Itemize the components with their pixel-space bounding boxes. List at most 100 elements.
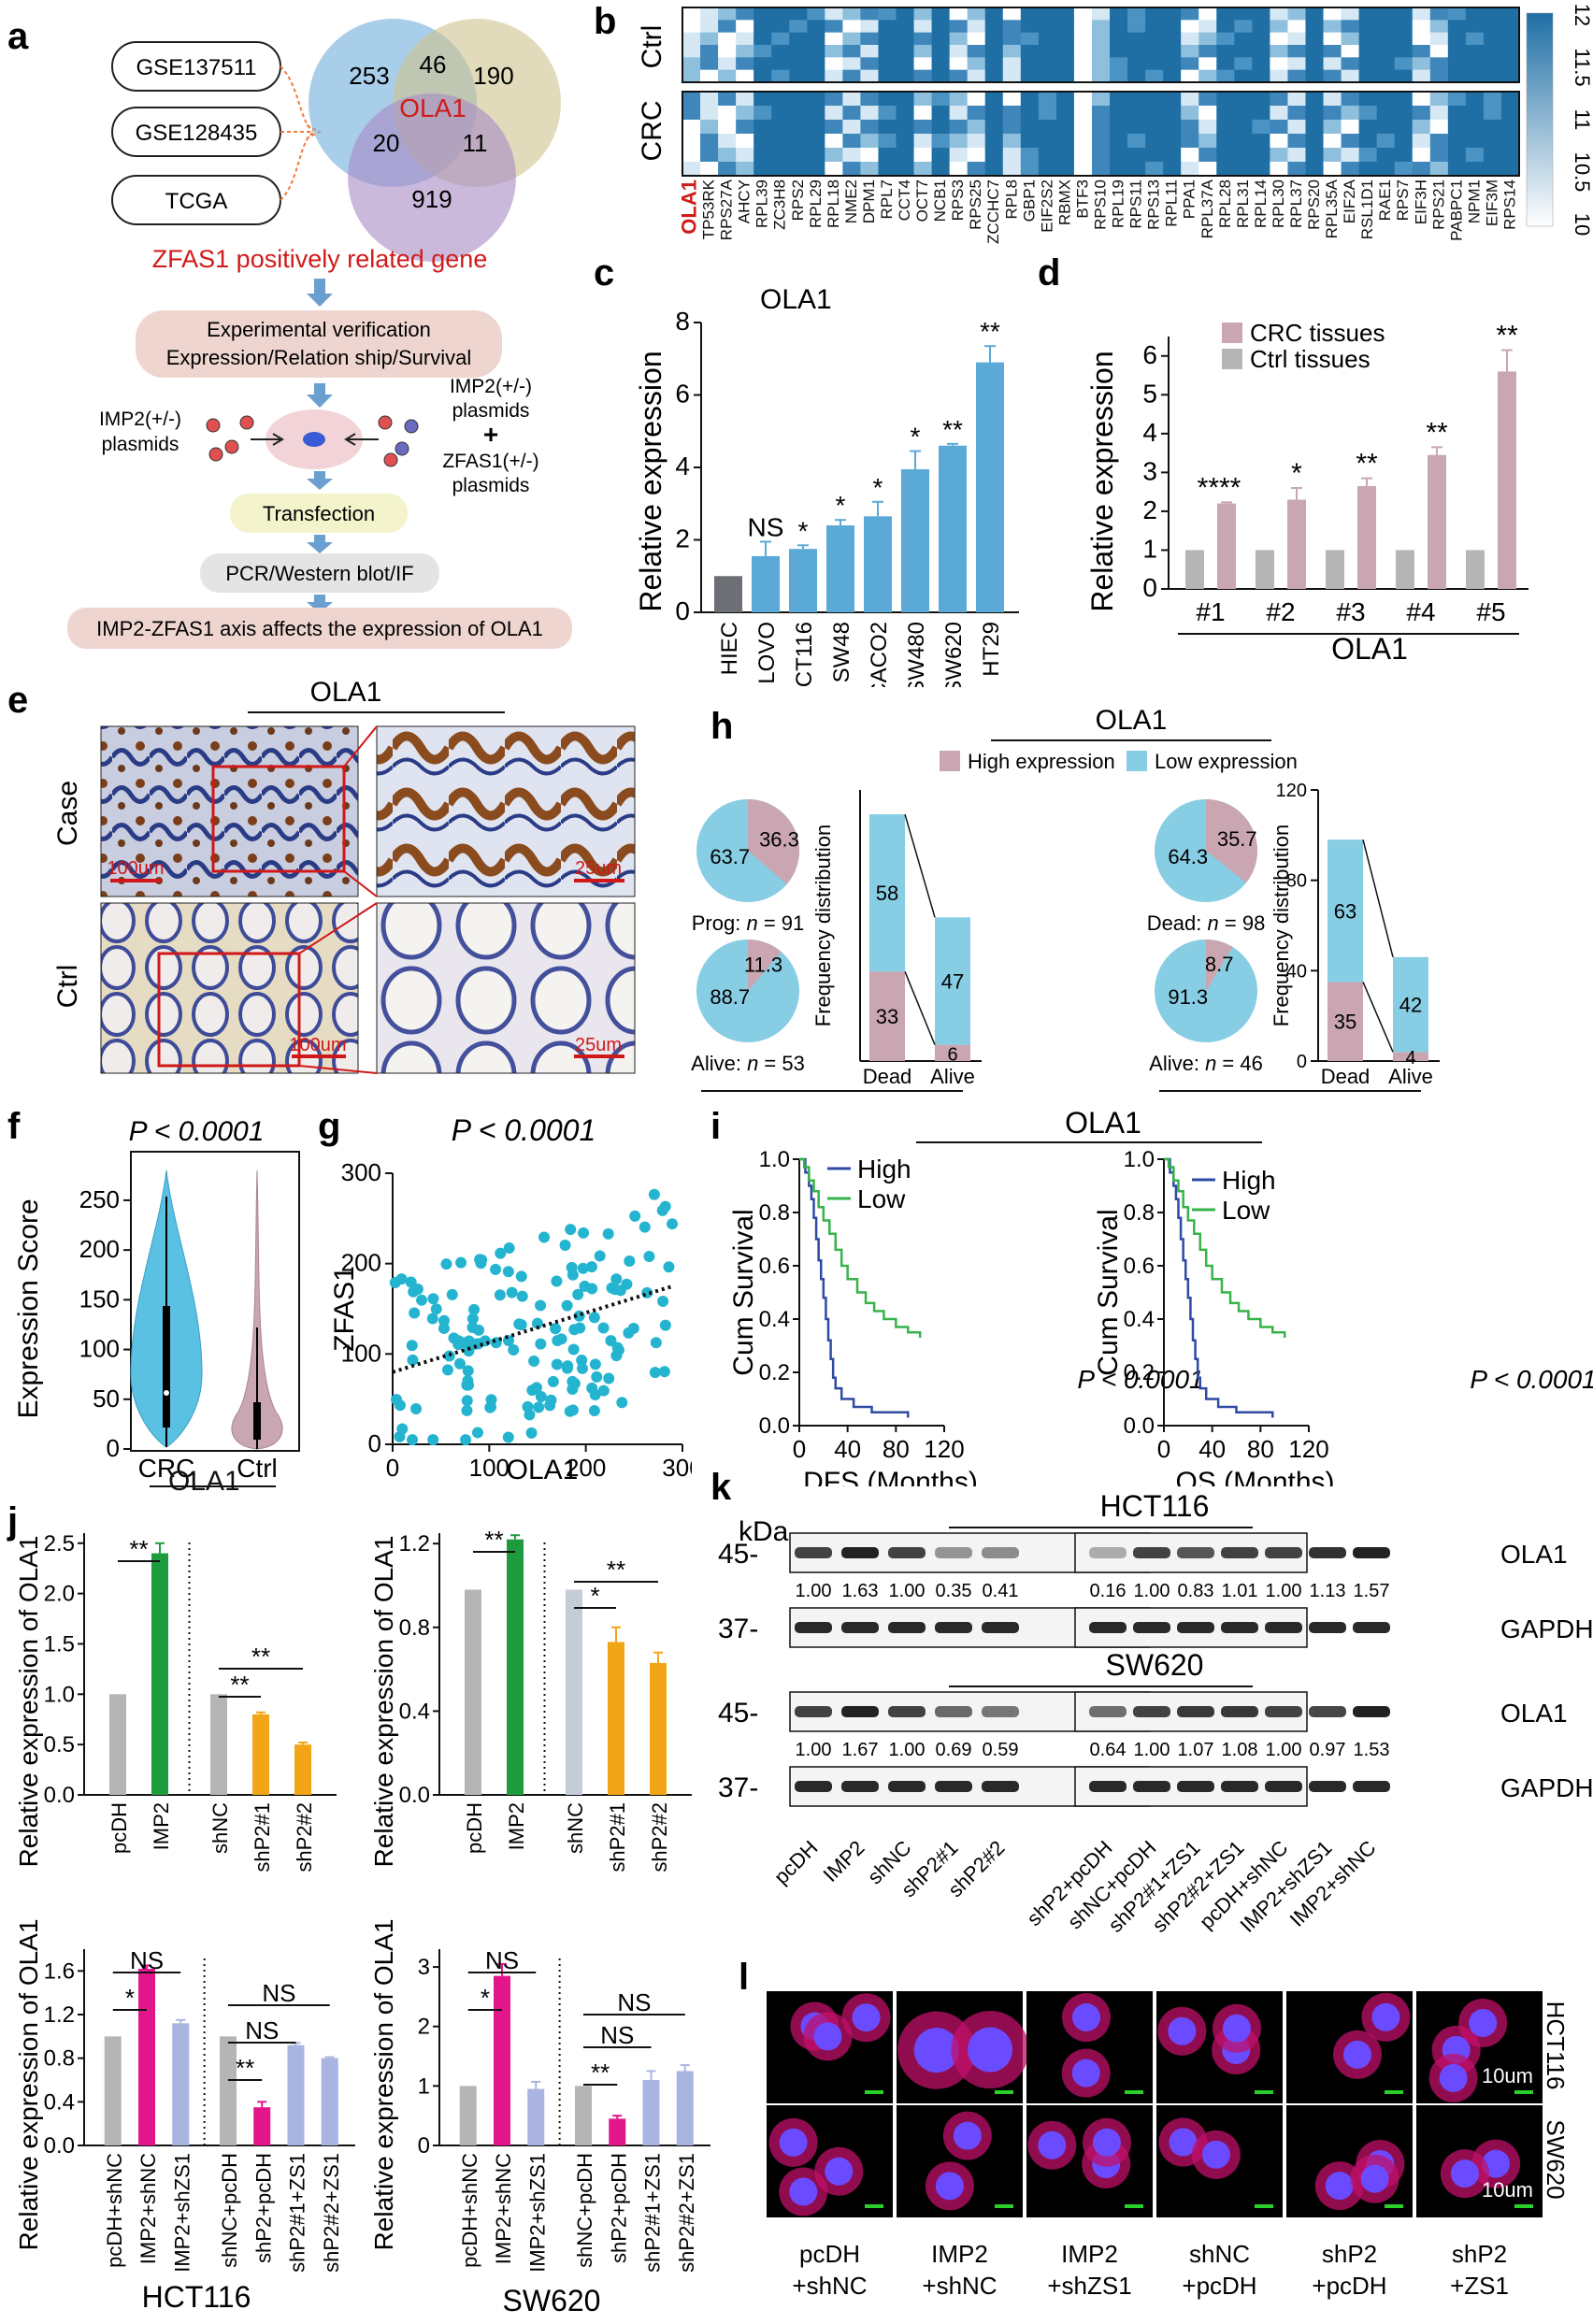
heatmap-cell bbox=[931, 57, 951, 71]
heatmap-cell bbox=[825, 57, 843, 71]
heatmap-cell bbox=[1055, 148, 1075, 163]
heatmap-cell bbox=[1341, 57, 1360, 71]
x-tick-label: 0 bbox=[1157, 1435, 1170, 1463]
heatmap-cell bbox=[1483, 57, 1502, 71]
heatmap-cell bbox=[1020, 92, 1040, 107]
panel-l: l 10um 10um HCT116 SW620 pcDH +shNC IMP2 +sh… bbox=[710, 1944, 1593, 2319]
cell-nucleus bbox=[1071, 2003, 1100, 2032]
significance-label: ** bbox=[591, 2059, 610, 2087]
heatmap-cell bbox=[1234, 7, 1253, 21]
heatmap-cell bbox=[771, 106, 790, 121]
heatmap-cell bbox=[1465, 20, 1485, 34]
significance-label: * bbox=[1291, 458, 1302, 489]
heatmap-cell bbox=[842, 148, 861, 163]
heatmap-cell bbox=[842, 69, 861, 83]
heatmap-cell bbox=[1091, 120, 1111, 135]
zoom-box bbox=[211, 765, 346, 873]
heatmap-cell bbox=[860, 106, 879, 121]
scatter-point bbox=[440, 1258, 452, 1270]
heatmap-cell bbox=[789, 120, 808, 135]
significance-label: NS bbox=[262, 1979, 295, 2007]
heatmap-cell bbox=[1394, 92, 1414, 107]
blot-band bbox=[1089, 1547, 1127, 1558]
heatmap-cell bbox=[1394, 148, 1414, 163]
heatmap-cell bbox=[682, 20, 701, 34]
gene-label: PPA1 bbox=[1181, 179, 1198, 219]
heatmap-cell bbox=[700, 69, 719, 83]
heatmap-cell bbox=[1252, 162, 1270, 177]
scatter-point bbox=[591, 1370, 603, 1383]
y-tick-label: 8 bbox=[675, 307, 690, 336]
significance-label: * bbox=[798, 516, 809, 545]
blot-band bbox=[1221, 1622, 1258, 1633]
bar-charts-knockdown: j Relative expression of OLA1 0.00.51.01.… bbox=[7, 1500, 710, 2317]
scatter-point bbox=[466, 1321, 479, 1333]
row-label-sw620: SW620 bbox=[1542, 2119, 1570, 2199]
heatmap-cell bbox=[1465, 7, 1485, 21]
heatmap-cell bbox=[1341, 162, 1360, 177]
heatmap-cell bbox=[1252, 7, 1270, 21]
heatmap-cell bbox=[896, 32, 915, 46]
violin-plot: f P < 0.0001 Expression Score 0 50 100 150 2… bbox=[7, 1106, 300, 1487]
scatter-point bbox=[446, 1288, 458, 1300]
scatter-point bbox=[441, 1364, 453, 1376]
x-tick-label: Dead bbox=[863, 1065, 912, 1088]
heatmap-cell bbox=[753, 57, 772, 71]
band-quant: 1.53 bbox=[1354, 1740, 1390, 1760]
cell-nucleus bbox=[1325, 2172, 1354, 2201]
gene-label: BTF3 bbox=[1073, 179, 1091, 219]
protein-label: GAPDH bbox=[1500, 1614, 1593, 1643]
scatter-point bbox=[585, 1261, 597, 1273]
heatmap-cell bbox=[1055, 106, 1075, 121]
group-ctrl: Ctrl bbox=[237, 1454, 278, 1483]
heatmap-cell bbox=[718, 162, 737, 177]
heatmap-cell bbox=[1234, 134, 1253, 149]
scatter-point bbox=[578, 1227, 590, 1239]
heatmap-cell bbox=[931, 69, 951, 83]
y-tick-label: 0.5 bbox=[44, 1732, 75, 1757]
gene-label: TP53RK bbox=[700, 179, 718, 239]
x-tick-label: Alive bbox=[930, 1065, 975, 1088]
heatmap-cell bbox=[1252, 69, 1270, 83]
heatmap-cell bbox=[718, 7, 737, 21]
p-value: P < 0.0001 bbox=[452, 1113, 596, 1147]
scatter-point bbox=[506, 1286, 518, 1298]
transfection-box: Transfection bbox=[230, 494, 408, 533]
heatmap-cell bbox=[1394, 162, 1414, 177]
blot-band bbox=[1353, 1622, 1390, 1633]
heatmap-cell bbox=[807, 32, 825, 46]
heatmap-cell bbox=[913, 57, 933, 71]
scatter-point bbox=[531, 1382, 543, 1394]
significance-label: NS bbox=[245, 2016, 279, 2044]
x-tick-label: 40 bbox=[1198, 1435, 1226, 1463]
scatter-point bbox=[535, 1299, 547, 1312]
scatter-point bbox=[394, 1430, 406, 1442]
bar bbox=[138, 1969, 155, 2145]
heatmap-cell bbox=[1055, 20, 1075, 34]
scatter-point bbox=[461, 1379, 473, 1391]
heatmap-cell bbox=[1252, 20, 1270, 34]
significance-label: ** bbox=[251, 1643, 270, 1671]
heatmap-cell bbox=[949, 57, 969, 71]
x-tick-label: SW48 bbox=[829, 622, 854, 682]
scatter-point bbox=[551, 1358, 563, 1370]
bar-alive-low bbox=[1393, 956, 1428, 1053]
gene-label: RPL39 bbox=[753, 179, 771, 228]
heatmap-cell bbox=[700, 45, 719, 58]
scale-bar bbox=[1125, 2090, 1143, 2094]
legend-low: Low expression bbox=[1155, 750, 1298, 773]
heatmap-cell bbox=[949, 120, 969, 135]
heatmap-cell bbox=[967, 148, 986, 163]
heatmap-cell bbox=[967, 134, 986, 149]
heatmap-cell bbox=[1020, 57, 1040, 71]
x-tick-label: shP2#2 bbox=[648, 1802, 671, 1872]
heatmap-cell bbox=[807, 120, 825, 135]
heatmap-cell bbox=[842, 45, 861, 58]
heatmap-cell bbox=[1483, 45, 1502, 58]
band-quant: 1.00 bbox=[796, 1740, 832, 1760]
blot-band bbox=[1089, 1781, 1127, 1792]
scatter-point bbox=[667, 1218, 679, 1230]
heatmap-cell bbox=[1376, 106, 1396, 121]
heatmap-cell bbox=[1127, 32, 1146, 46]
